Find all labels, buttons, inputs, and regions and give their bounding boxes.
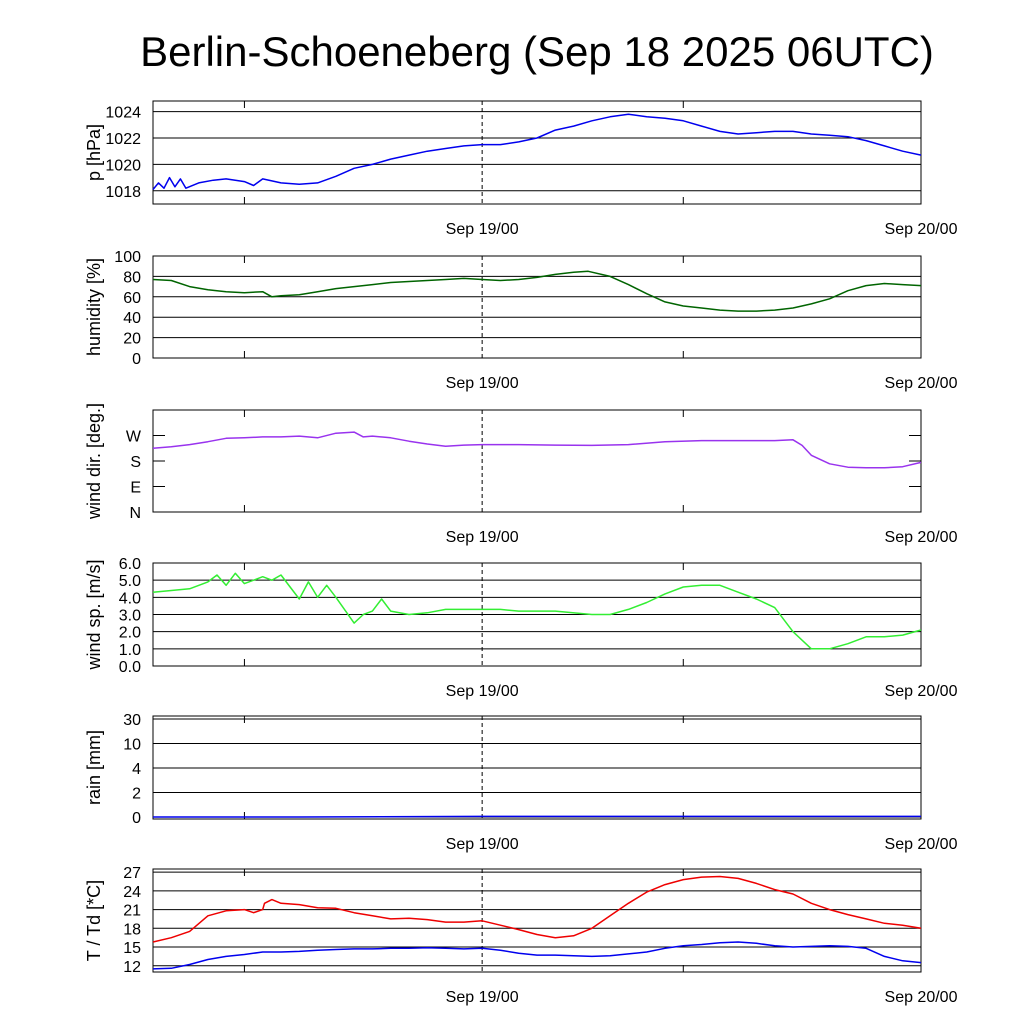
wind-direction-series-line-1	[152, 431, 922, 469]
wind-speed-ytick-label: 1.0	[119, 642, 141, 659]
rain-ytick-label: 30	[123, 712, 141, 729]
chart-title: Berlin-Schoeneberg (Sep 18 2025 06UTC)	[140, 28, 934, 75]
temperature-xtick-label: Sep 20/00	[885, 989, 958, 1006]
wind-speed-frame	[152, 562, 922, 667]
temperature-ytick-label: 18	[123, 921, 141, 938]
wind-speed-ytick-label: 4.0	[119, 590, 141, 607]
pressure-xtick-label: Sep 20/00	[885, 221, 958, 238]
pressure-frame	[152, 100, 922, 205]
pressure-xtick-label: Sep 19/00	[446, 221, 519, 238]
pressure-ylabel: p [hPa]	[84, 124, 104, 181]
temperature-ytick-label: 21	[123, 903, 141, 920]
wind-direction-ytick-label: W	[126, 429, 142, 446]
rain-xtick-label: Sep 19/00	[446, 836, 519, 853]
pressure-series-line-1	[152, 113, 922, 190]
wind-speed-xtick-label: Sep 20/00	[885, 683, 958, 700]
rain-series-line-1	[153, 815, 921, 818]
rain-ylabel: rain [mm]	[84, 730, 104, 805]
temperature-xtick-label: Sep 19/00	[446, 989, 519, 1006]
wind-speed-panel: 0.01.02.03.04.05.06.0 Sep 19/00 Sep 20/00 w…	[84, 556, 958, 700]
rain-panel: 0 2 4 10 30 Sep 19/00 Sep 20/00 rain [mm]	[84, 712, 958, 853]
humidity-ytick-label: 60	[123, 290, 141, 307]
rain-frame	[152, 715, 922, 820]
wind-direction-ytick-label: N	[129, 505, 141, 522]
rain-ytick-label: 2	[132, 786, 141, 803]
humidity-xtick-label: Sep 19/00	[446, 375, 519, 392]
temperature-ytick-label: 15	[123, 940, 141, 957]
humidity-panel: 0 20 40 60 80 100 Sep 19/00 Sep 20/00 humidity […	[84, 249, 958, 392]
wind-speed-ytick-label: 5.0	[119, 573, 141, 590]
wind-direction-xtick-label: Sep 19/00	[446, 529, 519, 546]
temperature-series-line-2	[152, 941, 922, 970]
wind-speed-ytick-label: 2.0	[119, 625, 141, 642]
wind-speed-ylabel: wind sp. [m/s]	[84, 559, 104, 670]
temperature-ytick-label: 27	[123, 865, 141, 882]
wind-speed-ytick-label: 3.0	[119, 608, 141, 625]
pressure-ytick-label: 1022	[105, 131, 141, 148]
wind-direction-frame	[152, 409, 922, 513]
wind-direction-ytick-label: S	[130, 454, 141, 471]
wind-direction-ytick-label: E	[130, 480, 141, 497]
rain-ytick-label: 4	[132, 761, 141, 778]
humidity-series-line-1	[152, 270, 922, 312]
temperature-ytick-label: 12	[123, 959, 141, 976]
humidity-frame	[152, 255, 922, 359]
temperature-ytick-label: 24	[123, 884, 141, 901]
humidity-xtick-label: Sep 20/00	[885, 375, 958, 392]
wind-speed-xtick-label: Sep 19/00	[446, 683, 519, 700]
pressure-panel: 1018 1020 1022 1024 Sep 19/00 Sep 20/00 p [hPa…	[84, 100, 958, 238]
rain-ytick-label: 10	[123, 737, 141, 754]
pressure-ytick-label: 1018	[105, 184, 141, 201]
wind-speed-ytick-label: 0.0	[119, 659, 141, 676]
pressure-ytick-label: 1024	[105, 105, 141, 122]
temperature-series-line-1	[152, 875, 922, 943]
humidity-ytick-label: 40	[123, 310, 141, 327]
temperature-ylabel: T / Td [*C]	[84, 880, 104, 961]
pressure-ytick-label: 1020	[105, 157, 141, 174]
humidity-ytick-label: 100	[114, 249, 141, 266]
wind-speed-ytick-label: 6.0	[119, 556, 141, 573]
temperature-frame	[152, 868, 922, 973]
wind-speed-series-line-1	[152, 572, 922, 650]
humidity-ylabel: humidity [%]	[84, 258, 104, 356]
rain-ytick-label: 0	[132, 810, 141, 827]
humidity-ytick-label: 20	[123, 331, 141, 348]
humidity-ytick-label: 0	[132, 351, 141, 368]
humidity-ytick-label: 80	[123, 269, 141, 286]
rain-xtick-label: Sep 20/00	[885, 836, 958, 853]
wind-direction-ylabel: wind dir. [deg.]	[84, 403, 104, 520]
wind-direction-xtick-label: Sep 20/00	[885, 529, 958, 546]
